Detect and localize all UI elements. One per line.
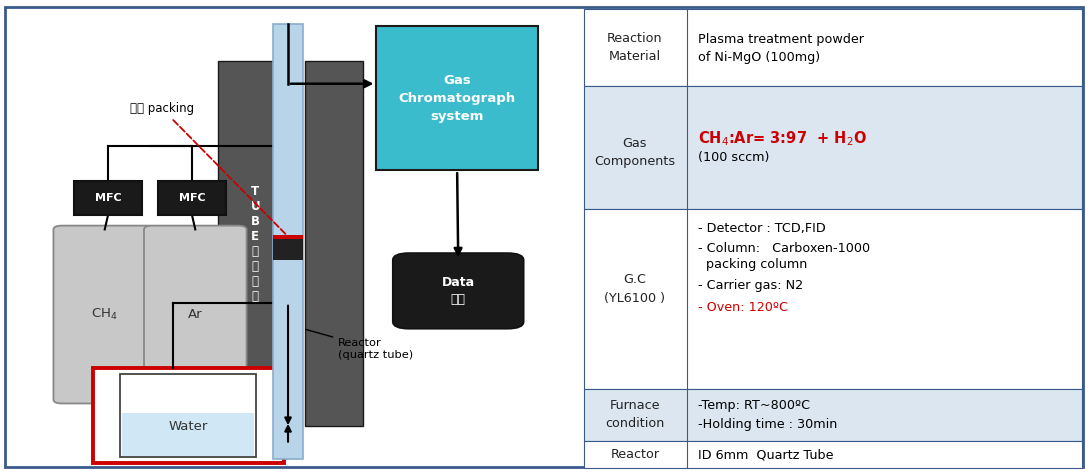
- Text: ID 6mm  Quartz Tube: ID 6mm Quartz Tube: [698, 448, 834, 461]
- Text: - Column:   Carboxen-1000: - Column: Carboxen-1000: [698, 242, 871, 255]
- Bar: [305, 61, 363, 426]
- Text: packing column: packing column: [698, 258, 807, 271]
- Bar: [584, 209, 1082, 389]
- Bar: [273, 235, 303, 239]
- Text: G.C
(YL6100 ): G.C (YL6100 ): [604, 273, 666, 306]
- FancyBboxPatch shape: [53, 226, 156, 403]
- Bar: [584, 86, 1082, 209]
- FancyBboxPatch shape: [5, 7, 1083, 467]
- Bar: [158, 181, 226, 215]
- Text: - Carrier gas: N2: - Carrier gas: N2: [698, 279, 803, 292]
- Bar: [273, 237, 303, 260]
- Text: (100 sccm): (100 sccm): [698, 150, 769, 164]
- Text: MFC: MFC: [179, 193, 205, 203]
- FancyBboxPatch shape: [393, 253, 524, 329]
- Bar: [584, 389, 1082, 441]
- Text: MFC: MFC: [95, 193, 121, 203]
- Bar: [74, 181, 142, 215]
- Text: 촉매 packing: 촉매 packing: [130, 102, 286, 235]
- Bar: [584, 441, 1082, 468]
- Text: Gas
Chromatograph
system: Gas Chromatograph system: [398, 74, 516, 123]
- FancyBboxPatch shape: [144, 226, 247, 403]
- Bar: [273, 24, 303, 459]
- Text: Water: Water: [168, 420, 208, 433]
- Bar: [93, 368, 284, 463]
- Text: Gas
Components: Gas Components: [595, 137, 675, 168]
- Text: Plasma treatment powder: Plasma treatment powder: [698, 33, 864, 46]
- Text: CH$_4$:Ar= 3:97  + H$_2$O: CH$_4$:Ar= 3:97 + H$_2$O: [698, 130, 867, 149]
- Text: T
U
B
E
형
전
기
로: T U B E 형 전 기 로: [251, 184, 260, 303]
- Text: Data
수집: Data 수집: [442, 276, 475, 306]
- Text: CH$_4$: CH$_4$: [92, 307, 118, 322]
- Text: Ar: Ar: [188, 308, 203, 321]
- Text: - Detector : TCD,FID: - Detector : TCD,FID: [698, 222, 826, 236]
- Text: Reaction
Material: Reaction Material: [608, 32, 662, 63]
- Text: -Holding time : 30min: -Holding time : 30min: [698, 418, 838, 431]
- Bar: [376, 26, 538, 170]
- Bar: [584, 9, 1082, 86]
- Text: Furnace
condition: Furnace condition: [606, 399, 664, 430]
- Bar: [120, 374, 256, 457]
- Text: -Temp: RT~800ºC: -Temp: RT~800ºC: [698, 399, 811, 412]
- Text: of Ni-MgO (100mg): of Ni-MgO (100mg): [698, 51, 820, 64]
- Bar: [218, 61, 292, 426]
- Bar: [122, 413, 254, 456]
- Text: Reactor: Reactor: [610, 448, 660, 461]
- Text: Reactor
(quartz tube): Reactor (quartz tube): [305, 330, 413, 360]
- Text: - Oven: 120ºC: - Oven: 120ºC: [698, 301, 788, 314]
